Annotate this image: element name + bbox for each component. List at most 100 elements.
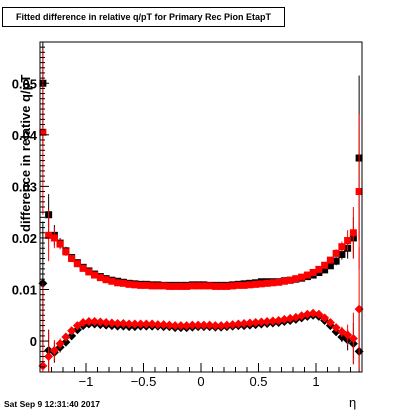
data-point <box>355 188 363 196</box>
data-point <box>136 319 146 329</box>
data-point <box>95 317 105 327</box>
data-point <box>170 321 180 331</box>
data-point <box>107 318 117 328</box>
data-point <box>102 276 110 284</box>
data-point <box>240 281 248 289</box>
data-point <box>216 321 226 331</box>
data-point <box>314 309 324 319</box>
data-point <box>118 319 128 329</box>
data-point <box>349 229 357 237</box>
data-point <box>326 256 334 264</box>
data-point <box>55 339 65 349</box>
data-point <box>275 278 283 286</box>
data-point <box>210 321 220 331</box>
data-point <box>85 268 93 276</box>
data-point <box>338 243 346 251</box>
data-point <box>176 321 186 331</box>
data-point <box>50 234 58 242</box>
x-tick-label: 1 <box>312 374 319 389</box>
y-tick-label: 0.01 <box>12 283 37 298</box>
data-point <box>256 317 266 327</box>
data-point <box>285 313 295 323</box>
data-point <box>320 313 330 323</box>
data-point <box>160 282 168 290</box>
data-point <box>251 318 261 327</box>
data-point <box>164 320 174 330</box>
data-point <box>280 277 288 285</box>
data-point <box>303 271 311 279</box>
data-point <box>131 281 139 289</box>
data-point <box>38 361 48 371</box>
data-point <box>321 261 329 269</box>
x-tick-label: 0 <box>197 374 204 389</box>
data-point <box>124 319 134 329</box>
x-tick-label: 0.5 <box>249 374 267 389</box>
data-point <box>187 320 197 330</box>
y-tick-label: 0.05 <box>12 76 37 91</box>
data-point <box>137 281 145 289</box>
data-point <box>245 318 255 328</box>
data-point <box>79 264 87 272</box>
data-point <box>269 279 277 287</box>
data-point <box>183 282 191 290</box>
data-point <box>321 266 329 274</box>
data-point <box>252 280 260 288</box>
timestamp-footer: Sat Sep 9 12:31:40 2017 <box>4 399 100 409</box>
data-point <box>246 281 254 289</box>
data-point <box>315 265 323 273</box>
data-point <box>182 321 192 331</box>
data-point <box>229 282 237 290</box>
data-point <box>302 309 312 319</box>
y-tick-label: 0 <box>30 334 37 349</box>
data-point <box>286 276 294 284</box>
data-point <box>78 318 88 327</box>
data-point <box>348 333 358 343</box>
data-point <box>332 257 340 265</box>
data-point <box>338 250 346 258</box>
data-point <box>148 282 156 290</box>
data-point <box>61 332 71 342</box>
data-point <box>142 281 150 289</box>
x-tick-label: −1 <box>79 374 94 389</box>
data-point <box>309 268 317 276</box>
y-tick-label: 0.03 <box>12 179 37 194</box>
data-point <box>193 320 203 330</box>
data-point <box>68 255 76 263</box>
data-point <box>344 237 352 245</box>
data-point <box>205 320 215 330</box>
data-point <box>67 331 77 341</box>
data-point <box>228 320 238 330</box>
data-point <box>90 316 100 326</box>
data-point <box>326 262 334 270</box>
chart-title: Fitted difference in relative q/pT for P… <box>2 7 285 27</box>
data-point <box>96 274 104 282</box>
y-axis-label: difference in relative q/pT <box>18 74 33 233</box>
data-point <box>56 240 64 248</box>
data-point <box>108 277 116 285</box>
x-tick-label: −0.5 <box>131 374 157 389</box>
y-tick-label: 0.04 <box>12 128 38 143</box>
data-point <box>49 345 59 355</box>
data-point <box>119 279 127 287</box>
data-point <box>268 316 278 326</box>
data-point <box>239 319 249 329</box>
y-tick-label: 0.02 <box>12 231 37 246</box>
data-point <box>325 318 335 327</box>
data-point <box>206 282 214 290</box>
data-point <box>263 279 271 287</box>
chart-marks <box>38 42 364 372</box>
data-point <box>217 282 225 290</box>
data-point <box>257 280 265 288</box>
data-point <box>262 316 272 326</box>
data-point <box>200 282 208 290</box>
data-point <box>343 330 353 340</box>
data-point <box>223 282 231 290</box>
data-point <box>171 282 179 290</box>
data-point <box>91 271 99 279</box>
data-point <box>234 281 242 289</box>
data-point <box>211 282 219 290</box>
data-point <box>147 319 157 329</box>
data-point <box>292 275 300 283</box>
data-point <box>73 260 81 268</box>
